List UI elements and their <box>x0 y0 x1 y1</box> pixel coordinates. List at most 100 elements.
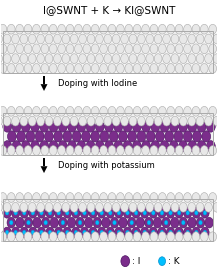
Circle shape <box>91 131 100 142</box>
Circle shape <box>75 146 82 155</box>
FancyBboxPatch shape <box>3 113 213 155</box>
Circle shape <box>49 106 57 116</box>
Circle shape <box>104 54 112 64</box>
Circle shape <box>7 131 16 142</box>
Circle shape <box>200 44 208 54</box>
Circle shape <box>160 121 169 132</box>
Circle shape <box>125 146 133 155</box>
Circle shape <box>167 64 175 73</box>
Circle shape <box>24 232 32 241</box>
Circle shape <box>142 64 149 73</box>
Circle shape <box>123 141 132 152</box>
Circle shape <box>12 208 20 218</box>
Circle shape <box>132 227 140 238</box>
Circle shape <box>100 211 104 215</box>
Circle shape <box>150 24 158 34</box>
Circle shape <box>100 44 107 54</box>
Circle shape <box>72 131 81 142</box>
Circle shape <box>87 116 95 126</box>
Circle shape <box>132 208 140 218</box>
Circle shape <box>192 232 200 241</box>
Circle shape <box>100 232 107 241</box>
Text: Doping with potassium: Doping with potassium <box>58 161 155 170</box>
Circle shape <box>16 146 24 155</box>
Circle shape <box>117 230 121 235</box>
Circle shape <box>142 24 149 34</box>
Circle shape <box>24 192 32 202</box>
Circle shape <box>108 64 116 73</box>
Circle shape <box>83 232 91 241</box>
Circle shape <box>75 106 82 116</box>
Circle shape <box>45 54 53 64</box>
Circle shape <box>138 34 145 44</box>
Circle shape <box>49 24 57 34</box>
Circle shape <box>142 106 149 116</box>
Circle shape <box>112 116 120 126</box>
Circle shape <box>151 121 160 132</box>
Circle shape <box>0 106 7 116</box>
Circle shape <box>91 232 99 241</box>
Circle shape <box>156 131 164 142</box>
Circle shape <box>72 227 80 238</box>
Circle shape <box>3 202 11 212</box>
Circle shape <box>79 116 87 126</box>
Circle shape <box>133 146 141 155</box>
Circle shape <box>179 217 187 228</box>
Circle shape <box>32 192 40 202</box>
Circle shape <box>27 221 30 225</box>
Circle shape <box>188 141 197 152</box>
Circle shape <box>138 116 145 126</box>
Circle shape <box>5 230 9 235</box>
Circle shape <box>3 34 11 44</box>
Circle shape <box>175 106 183 116</box>
Circle shape <box>50 217 58 228</box>
Circle shape <box>61 221 65 225</box>
Circle shape <box>22 230 26 235</box>
Circle shape <box>74 230 78 235</box>
Circle shape <box>158 64 166 73</box>
Circle shape <box>83 146 91 155</box>
Circle shape <box>171 202 179 212</box>
Circle shape <box>133 106 141 116</box>
Circle shape <box>40 141 49 152</box>
Circle shape <box>97 227 106 238</box>
Circle shape <box>0 202 3 212</box>
Polygon shape <box>41 84 48 91</box>
Circle shape <box>158 192 166 202</box>
Circle shape <box>58 24 65 34</box>
Circle shape <box>149 208 158 218</box>
Circle shape <box>117 211 121 215</box>
Circle shape <box>192 106 200 116</box>
Circle shape <box>83 106 91 116</box>
Circle shape <box>46 208 54 218</box>
Circle shape <box>134 211 138 215</box>
Circle shape <box>67 217 76 228</box>
Circle shape <box>179 34 187 44</box>
Circle shape <box>24 217 33 228</box>
Circle shape <box>7 232 15 241</box>
Circle shape <box>150 64 158 73</box>
Circle shape <box>209 64 216 73</box>
Circle shape <box>0 54 3 64</box>
Circle shape <box>150 146 158 155</box>
Circle shape <box>95 141 104 152</box>
Circle shape <box>141 208 149 218</box>
Circle shape <box>162 217 170 228</box>
Circle shape <box>10 221 13 225</box>
Circle shape <box>66 232 74 241</box>
Circle shape <box>5 211 9 215</box>
Circle shape <box>205 217 213 228</box>
Circle shape <box>20 116 28 126</box>
Circle shape <box>7 24 15 34</box>
Circle shape <box>32 106 40 116</box>
Circle shape <box>3 116 11 126</box>
Circle shape <box>28 116 36 126</box>
Circle shape <box>213 116 218 126</box>
Text: : K: : K <box>168 257 180 266</box>
Circle shape <box>20 54 28 64</box>
Circle shape <box>192 146 200 155</box>
Circle shape <box>95 121 104 132</box>
Circle shape <box>80 208 89 218</box>
Circle shape <box>66 24 74 34</box>
Circle shape <box>150 192 158 202</box>
